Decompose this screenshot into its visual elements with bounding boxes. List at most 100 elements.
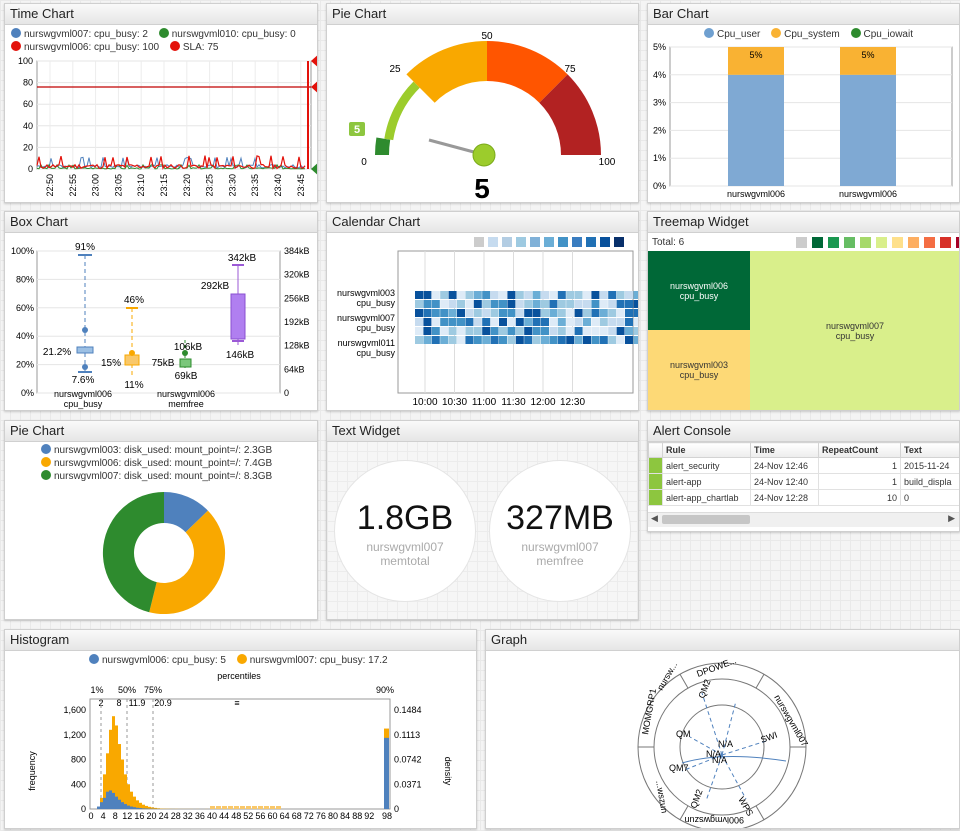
calendar-cell[interactable]	[549, 327, 558, 335]
calendar-cell[interactable]	[515, 336, 524, 344]
histogram-bar[interactable]	[121, 802, 124, 809]
calendar-cell[interactable]	[608, 291, 617, 299]
calendar-cell[interactable]	[415, 327, 423, 335]
legend-item[interactable]: nurswgvml010: cpu_busy: 0	[158, 28, 296, 40]
bar[interactable]	[728, 74, 784, 186]
histogram-bar[interactable]	[148, 806, 151, 809]
calendar-cell[interactable]	[482, 336, 491, 344]
calendar-cell[interactable]	[583, 327, 591, 335]
treemap-cell[interactable]	[648, 251, 750, 330]
histogram-bar[interactable]	[151, 807, 154, 809]
calendar-cell[interactable]	[465, 309, 474, 317]
calendar-cell[interactable]	[557, 327, 566, 335]
calendar-cell[interactable]	[591, 309, 600, 317]
calendar-cell[interactable]	[591, 291, 600, 299]
histogram-bar[interactable]	[124, 804, 127, 809]
histogram-bar[interactable]	[228, 806, 233, 809]
calendar-cell[interactable]	[473, 300, 482, 308]
calendar-cell[interactable]	[591, 300, 600, 308]
calendar-cell[interactable]	[431, 336, 440, 344]
bar[interactable]	[840, 47, 896, 75]
calendar-cell[interactable]	[583, 318, 591, 326]
calendar-cell[interactable]	[507, 291, 516, 299]
histogram-bar[interactable]	[112, 716, 115, 809]
calendar-cell[interactable]	[574, 309, 583, 317]
calendar-cell[interactable]	[440, 291, 449, 299]
histogram-bar[interactable]	[157, 808, 160, 809]
calendar-cell[interactable]	[440, 318, 449, 326]
histogram-bar[interactable]	[133, 796, 136, 809]
histogram-bar[interactable]	[136, 807, 139, 809]
calendar-cell[interactable]	[490, 309, 499, 317]
calendar-cell[interactable]	[566, 336, 575, 344]
histogram-bar[interactable]	[118, 799, 121, 809]
treemap-cell[interactable]	[750, 251, 959, 410]
calendar-cell[interactable]	[515, 318, 524, 326]
calendar-cell[interactable]	[423, 300, 432, 308]
calendar-cell[interactable]	[532, 291, 541, 299]
calendar-cell[interactable]	[608, 336, 617, 344]
histogram-bar[interactable]	[136, 800, 139, 809]
calendar-cell[interactable]	[431, 300, 440, 308]
calendar-cell[interactable]	[566, 291, 575, 299]
calendar-cell[interactable]	[473, 309, 482, 317]
histogram-bar[interactable]	[127, 805, 130, 809]
histogram-bar[interactable]	[100, 802, 103, 809]
calendar-cell[interactable]	[473, 327, 482, 335]
column-header[interactable]: Time	[750, 442, 819, 458]
calendar-cell[interactable]	[415, 336, 423, 344]
calendar-cell[interactable]	[431, 291, 440, 299]
calendar-cell[interactable]	[557, 336, 566, 344]
calendar-cell[interactable]	[532, 309, 541, 317]
calendar-cell[interactable]	[583, 309, 591, 317]
calendar-cell[interactable]	[415, 318, 423, 326]
histogram-bar[interactable]	[106, 791, 109, 809]
calendar-cell[interactable]	[448, 300, 457, 308]
calendar-cell[interactable]	[599, 300, 608, 308]
calendar-cell[interactable]	[490, 291, 499, 299]
calendar-cell[interactable]	[532, 300, 541, 308]
calendar-cell[interactable]	[591, 336, 600, 344]
histogram-bar[interactable]	[124, 774, 127, 809]
calendar-cell[interactable]	[541, 291, 549, 299]
histogram-bar[interactable]	[142, 804, 145, 809]
calendar-cell[interactable]	[608, 309, 617, 317]
calendar-cell[interactable]	[499, 300, 507, 308]
histogram-bar[interactable]	[130, 791, 133, 809]
calendar-cell[interactable]	[448, 327, 457, 335]
calendar-cell[interactable]	[490, 336, 499, 344]
calendar-cell[interactable]	[415, 300, 423, 308]
calendar-cell[interactable]	[625, 327, 633, 335]
calendar-cell[interactable]	[465, 336, 474, 344]
scrollbar-thumb[interactable]	[662, 515, 750, 524]
histogram-bar[interactable]	[106, 753, 109, 809]
calendar-cell[interactable]	[616, 309, 625, 317]
calendar-cell[interactable]	[524, 327, 533, 335]
calendar-cell[interactable]	[608, 300, 617, 308]
calendar-cell[interactable]	[448, 291, 457, 299]
calendar-cell[interactable]	[625, 318, 633, 326]
calendar-cell[interactable]	[583, 291, 591, 299]
calendar-cell[interactable]	[583, 300, 591, 308]
calendar-cell[interactable]	[541, 300, 549, 308]
box[interactable]	[76, 346, 94, 354]
histogram-bar[interactable]	[121, 759, 124, 810]
calendar-cell[interactable]	[608, 327, 617, 335]
histogram-bar[interactable]	[118, 744, 121, 809]
calendar-cell[interactable]	[482, 300, 491, 308]
histogram-bar[interactable]	[109, 790, 112, 809]
calendar-cell[interactable]	[465, 291, 474, 299]
table-row[interactable]: alert-app 24-Nov 12:40 1 build_displa	[648, 473, 959, 490]
calendar-cell[interactable]	[448, 336, 457, 344]
legend-item[interactable]: nurswgvml007: cpu_busy: 17.2	[236, 654, 388, 666]
calendar-cell[interactable]	[549, 300, 558, 308]
calendar-cell[interactable]	[499, 291, 507, 299]
calendar-cell[interactable]	[457, 318, 465, 326]
calendar-cell[interactable]	[566, 309, 575, 317]
bar[interactable]	[840, 74, 896, 186]
calendar-cell[interactable]	[557, 309, 566, 317]
calendar-cell[interactable]	[423, 291, 432, 299]
calendar-cell[interactable]	[507, 336, 516, 344]
calendar-cell[interactable]	[574, 300, 583, 308]
calendar-cell[interactable]	[532, 318, 541, 326]
